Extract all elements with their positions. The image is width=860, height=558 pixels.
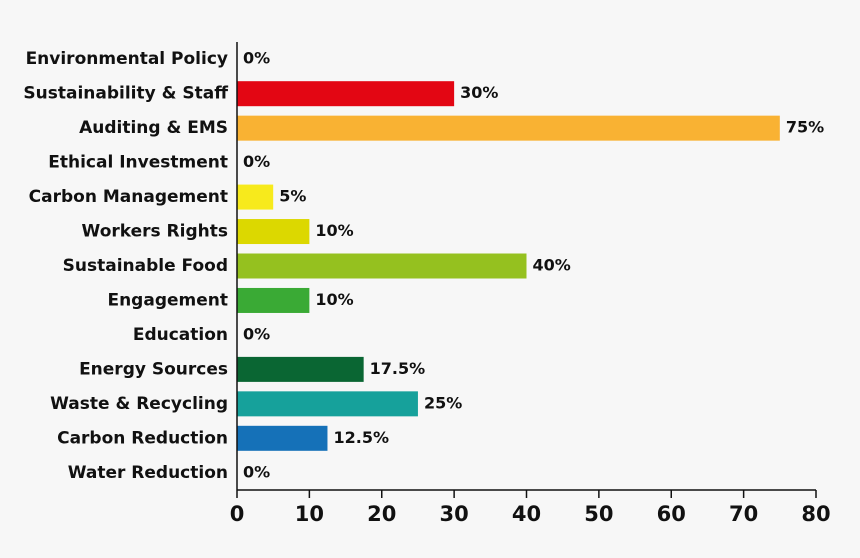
category-label: Energy Sources: [79, 359, 228, 379]
x-tick-label: 80: [801, 502, 830, 526]
bar: [237, 425, 328, 451]
bar: [237, 287, 310, 313]
category-label: Water Reduction: [68, 463, 228, 483]
bar: [237, 115, 780, 141]
value-label: 17.5%: [370, 359, 426, 378]
value-label: 10%: [315, 290, 353, 309]
category-label: Carbon Reduction: [57, 428, 228, 448]
bar: [237, 184, 274, 210]
category-label: Education: [133, 325, 228, 345]
bar: [237, 391, 418, 417]
category-label: Workers Rights: [82, 222, 228, 242]
value-label: 0%: [243, 462, 270, 481]
x-tick-label: 10: [295, 502, 324, 526]
bar: [237, 81, 455, 107]
x-tick-label: 40: [512, 502, 541, 526]
category-label: Sustainable Food: [63, 256, 228, 276]
value-label: 25%: [424, 393, 462, 412]
x-tick-label: 30: [440, 502, 469, 526]
category-label: Auditing & EMS: [79, 118, 228, 138]
x-tick-label: 20: [367, 502, 396, 526]
category-label: Sustainability & Staff: [23, 84, 228, 104]
value-label: 75%: [786, 118, 824, 137]
value-label: 12.5%: [333, 428, 389, 447]
x-tick-label: 0: [230, 502, 245, 526]
category-label: Ethical Investment: [48, 153, 228, 173]
value-label: 0%: [243, 324, 270, 343]
value-label: 30%: [460, 83, 498, 102]
category-label: Carbon Management: [29, 187, 228, 207]
value-label: 10%: [315, 221, 353, 240]
category-label: Waste & Recycling: [50, 394, 228, 414]
bar: [237, 219, 310, 245]
category-label: Engagement: [107, 290, 228, 310]
x-tick-label: 60: [657, 502, 686, 526]
bar: [237, 253, 527, 279]
value-label: 40%: [533, 256, 571, 275]
value-label: 0%: [243, 49, 270, 68]
bar: [237, 356, 364, 382]
x-tick-label: 70: [729, 502, 758, 526]
value-label: 5%: [279, 187, 306, 206]
value-label: 0%: [243, 152, 270, 171]
category-label: Environmental Policy: [26, 49, 228, 69]
x-tick-label: 50: [584, 502, 613, 526]
